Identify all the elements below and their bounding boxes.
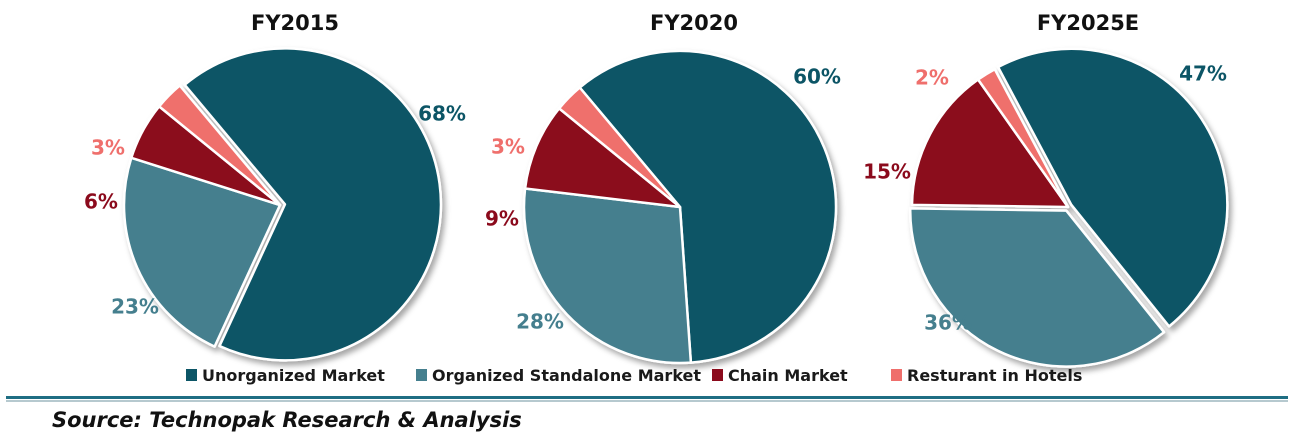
- legend-label-organized-standalone: Organized Standalone Market: [432, 366, 701, 385]
- pie-slice-chain: [910, 78, 1070, 209]
- pie-title-fy2020: FY2020: [650, 11, 738, 35]
- pie-title-fy2025e: FY2025E: [1037, 11, 1139, 35]
- pie-slice-organized-standalone: [522, 187, 693, 365]
- pie-fy2025e: FY2025E 47% 36% 15% 2%: [863, 11, 1229, 368]
- data-label-hotels: 3%: [91, 136, 125, 160]
- data-label-chain: 6%: [84, 190, 118, 214]
- pie-slice-chain: [523, 107, 682, 209]
- pie-slice-organized-standalone: [122, 156, 282, 348]
- legend-swatch-organized-standalone: [416, 369, 427, 381]
- pie-slice-unorganized: [996, 47, 1229, 328]
- data-label-organized-standalone: 36%: [924, 311, 972, 335]
- data-label-unorganized: 68%: [418, 102, 466, 126]
- legend-swatch-unorganized: [186, 369, 197, 381]
- legend: Unorganized Market Organized Standalone …: [186, 366, 1082, 385]
- source-note: Source: Technopak Research & Analysis: [52, 408, 522, 432]
- footer-rule: [6, 396, 1288, 399]
- data-label-organized-standalone: 28%: [516, 310, 564, 334]
- pie-slice-hotels: [157, 84, 282, 207]
- pie-slice-unorganized: [183, 47, 443, 362]
- data-label-chain: 15%: [863, 160, 911, 184]
- pie-slice-hotels: [557, 86, 682, 209]
- pie-title-fy2015: FY2015: [251, 11, 339, 35]
- legend-swatch-chain: [712, 369, 723, 381]
- data-label-hotels: 2%: [915, 66, 949, 90]
- data-label-chain: 9%: [485, 207, 519, 231]
- data-label-hotels: 3%: [491, 135, 525, 159]
- legend-label-hotels: Resturant in Hotels: [907, 366, 1082, 385]
- pie-fy2015: FY2015 68% 23% 6% 3%: [84, 11, 466, 362]
- data-label-unorganized: 47%: [1179, 62, 1227, 86]
- footer-rule-shadow: [6, 400, 1288, 402]
- pie-slice-unorganized: [578, 49, 838, 364]
- pie-slice-hotels: [976, 68, 1070, 209]
- pie-slice-organized-standalone: [909, 207, 1166, 368]
- pie-fy2020: FY2020 60% 28% 9% 3%: [485, 11, 841, 365]
- legend-label-chain: Chain Market: [728, 366, 848, 385]
- data-label-organized-standalone: 23%: [111, 295, 159, 319]
- legend-swatch-hotels: [891, 369, 902, 381]
- data-label-unorganized: 60%: [793, 65, 841, 89]
- legend-label-unorganized: Unorganized Market: [202, 366, 385, 385]
